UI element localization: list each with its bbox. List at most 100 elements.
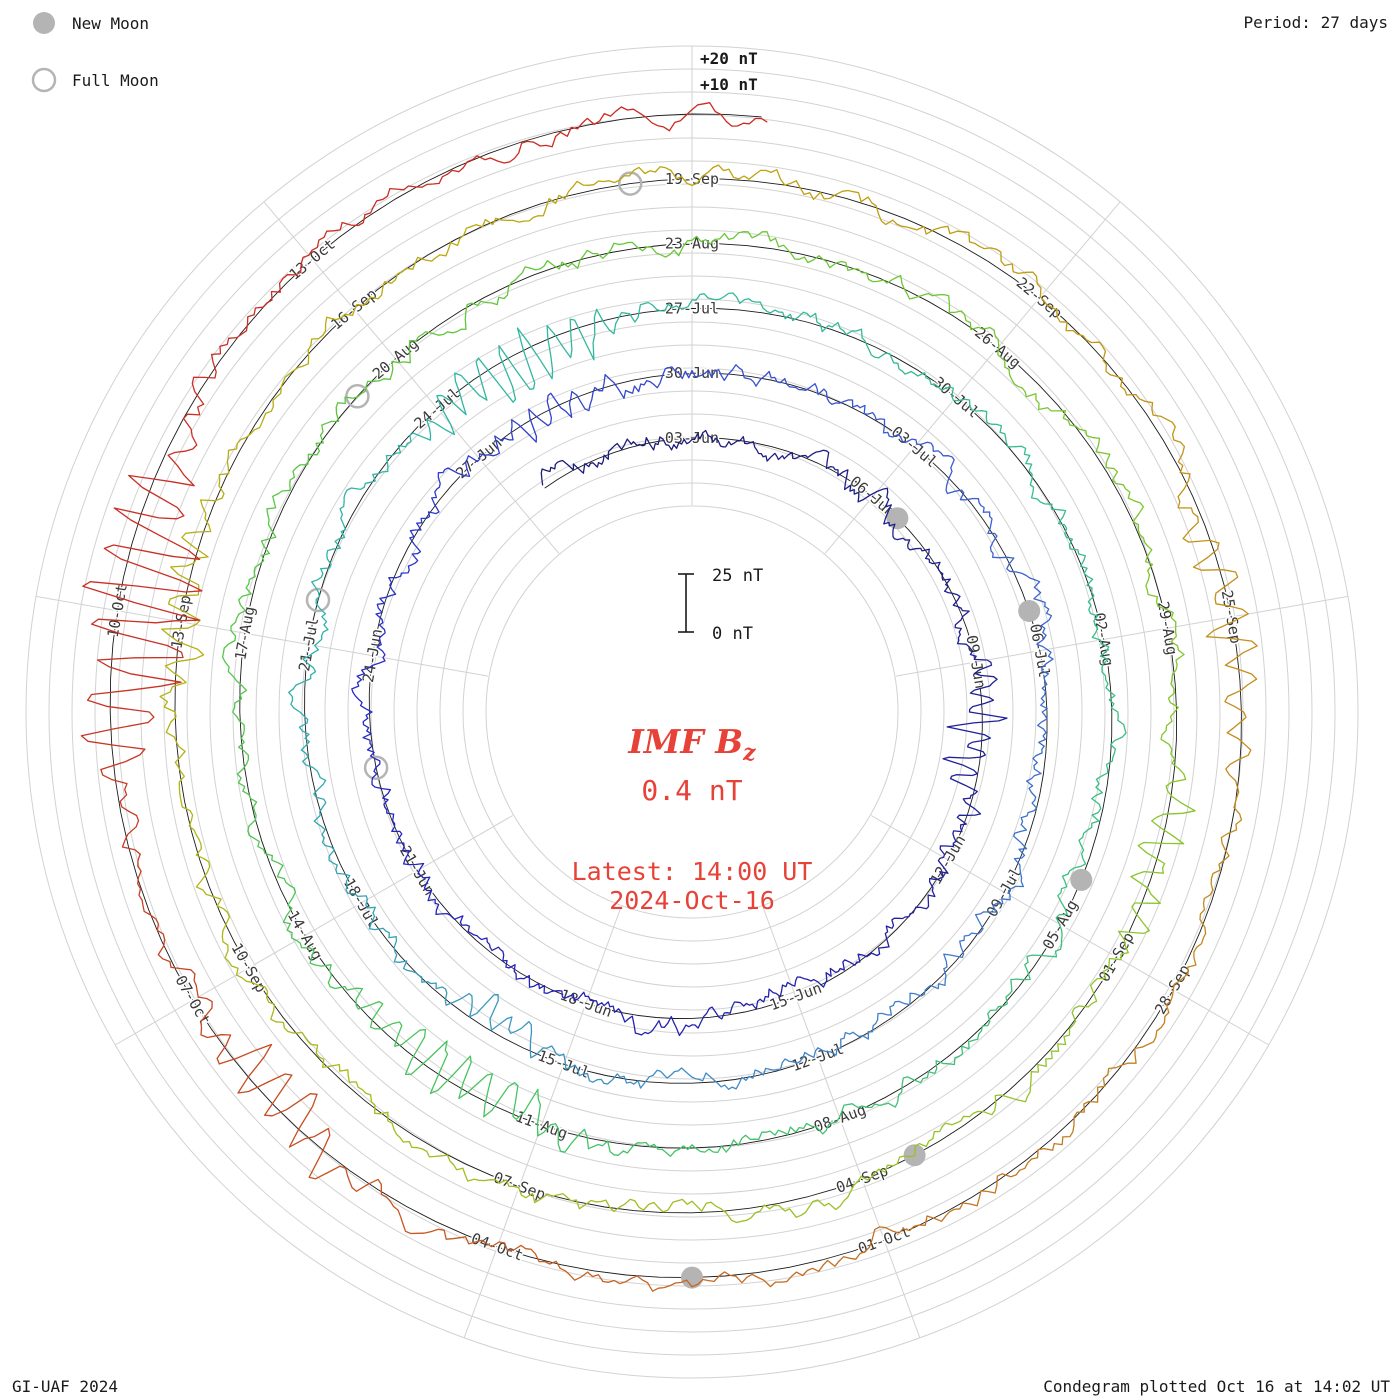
bz-trace-segment bbox=[567, 249, 604, 269]
bz-trace-segment bbox=[1083, 1074, 1109, 1113]
grid-spoke bbox=[895, 595, 1348, 677]
new-moon-marker bbox=[1018, 600, 1041, 622]
bz-trace-segment bbox=[1057, 873, 1069, 910]
bz-trace-segment bbox=[846, 1168, 880, 1199]
bz-trace-segment bbox=[1141, 1011, 1170, 1048]
bz-trace-segment bbox=[1013, 823, 1028, 857]
bz-trace-segment bbox=[266, 479, 291, 510]
bz-trace-segment bbox=[901, 438, 934, 448]
grid-spokes bbox=[36, 46, 1348, 1338]
ring-date-label: 17-Aug bbox=[231, 605, 258, 661]
bz-trace-segment bbox=[307, 316, 337, 351]
bz-trace-segment bbox=[559, 1267, 604, 1283]
ring-date-label: 24-Jul bbox=[411, 384, 464, 433]
bz-trace-segment bbox=[409, 522, 422, 555]
bz-trace-segment bbox=[402, 862, 431, 879]
bz-trace-segment bbox=[1067, 844, 1087, 875]
bz-trace-segment bbox=[1091, 436, 1115, 470]
bz-trace-segment bbox=[1056, 309, 1088, 341]
bz-trace-segment bbox=[262, 274, 297, 308]
bz-trace-segment bbox=[852, 268, 888, 284]
bz-trace-segment bbox=[602, 241, 639, 259]
bz-trace-segment bbox=[1029, 478, 1053, 505]
bz-trace-segment bbox=[913, 372, 943, 391]
bz-trace-segment bbox=[864, 1226, 904, 1253]
period-label: Period: 27 days bbox=[1244, 13, 1389, 32]
bz-trace-segment bbox=[475, 357, 517, 403]
bz-trace-segment bbox=[628, 379, 655, 394]
bz-trace-segment bbox=[491, 946, 510, 969]
bz-trace-segment bbox=[941, 1110, 979, 1128]
parameter-title-main: IMF B bbox=[627, 722, 743, 761]
bz-trace-segment bbox=[780, 976, 802, 992]
latest-date: 2024-Oct-16 bbox=[609, 886, 775, 915]
bz-trace-segment bbox=[508, 964, 531, 982]
bz-trace-segment bbox=[458, 1073, 494, 1118]
bz-trace-segment bbox=[1210, 848, 1230, 891]
bz-trace-segment bbox=[1192, 557, 1239, 600]
bz-trace-segment bbox=[1130, 870, 1164, 904]
bz-trace-segment bbox=[161, 598, 201, 643]
bz-trace-segment bbox=[416, 503, 440, 524]
bz-trace-segment bbox=[802, 311, 833, 333]
bz-trace-segment bbox=[576, 1068, 605, 1085]
full-moon-marker bbox=[617, 171, 643, 196]
bz-trace-segment bbox=[989, 535, 1015, 559]
bz-trace-segment bbox=[218, 1043, 273, 1094]
bz-trace-segment bbox=[288, 1093, 331, 1155]
bz-trace-segment bbox=[439, 225, 472, 257]
bz-trace-segment bbox=[945, 467, 965, 495]
bz-trace-segment bbox=[704, 369, 733, 382]
ring-date-label: 15-Jul bbox=[535, 1046, 592, 1081]
bz-trace-segment bbox=[1165, 972, 1189, 1014]
bz-trace-segment bbox=[89, 544, 203, 593]
bz-trace-segment bbox=[969, 672, 998, 696]
bz-trace-segment bbox=[731, 364, 757, 387]
bz-trace-segment bbox=[1105, 687, 1119, 721]
bz-trace-segment bbox=[884, 917, 895, 948]
full-moon-legend-label: Full Moon bbox=[72, 71, 159, 90]
bz-trace-segment bbox=[948, 739, 986, 759]
ring-date-label: 04-Sep bbox=[834, 1161, 891, 1196]
bz-trace-segment bbox=[1111, 467, 1135, 502]
new-moon-legend-label: New Moon bbox=[72, 14, 149, 33]
bz-trace-segment bbox=[263, 1073, 318, 1117]
bz-trace-segment bbox=[169, 562, 200, 600]
bz-trace-segment bbox=[1225, 763, 1240, 809]
bz-trace-segment bbox=[388, 936, 408, 963]
bz-trace-segment bbox=[712, 164, 756, 180]
bz-trace-segment bbox=[924, 548, 941, 571]
bz-trace-segment bbox=[474, 1239, 522, 1252]
bz-trace-segment bbox=[382, 789, 395, 815]
bz-trace-segment bbox=[357, 378, 391, 398]
bz-trace-segment bbox=[691, 1200, 733, 1221]
new-moon-marker bbox=[1070, 868, 1093, 891]
grid-spoke bbox=[871, 815, 1270, 1046]
bz-trace-segment bbox=[969, 405, 998, 426]
bz-trace-segment bbox=[1041, 662, 1050, 693]
grid-circles bbox=[25, 45, 1359, 1379]
bz-trace-segment bbox=[587, 1140, 624, 1156]
bz-trace-segment bbox=[835, 189, 877, 207]
bz-trace-segment bbox=[653, 366, 680, 389]
bz-trace-segment bbox=[430, 1228, 477, 1245]
bz-trace-segment bbox=[653, 1198, 693, 1213]
bz-trace-segment bbox=[1006, 557, 1036, 581]
bz-trace-segment bbox=[532, 126, 579, 148]
bz-trace-segment bbox=[1064, 533, 1087, 562]
bz-trace-segment bbox=[714, 110, 763, 127]
bz-trace-segment bbox=[893, 906, 917, 920]
bz-trace-segment bbox=[313, 806, 326, 839]
bz-trace-segment bbox=[289, 453, 318, 481]
plus20-nt-label: +20 nT bbox=[700, 49, 758, 68]
latest-time: Latest: 14:00 UT bbox=[572, 857, 813, 886]
scale-bar: 25 nT 0 nT bbox=[678, 566, 763, 644]
latest-value: 0.4 nT bbox=[641, 774, 742, 807]
bz-trace-segment bbox=[165, 721, 186, 763]
new-moon-marker bbox=[886, 507, 909, 530]
bz-trace-segment bbox=[1224, 637, 1258, 680]
bz-trace-segment bbox=[1036, 634, 1054, 665]
bz-trace-segment bbox=[271, 854, 291, 887]
bz-trace bbox=[80, 102, 1258, 1292]
bz-trace-segment bbox=[323, 214, 366, 238]
